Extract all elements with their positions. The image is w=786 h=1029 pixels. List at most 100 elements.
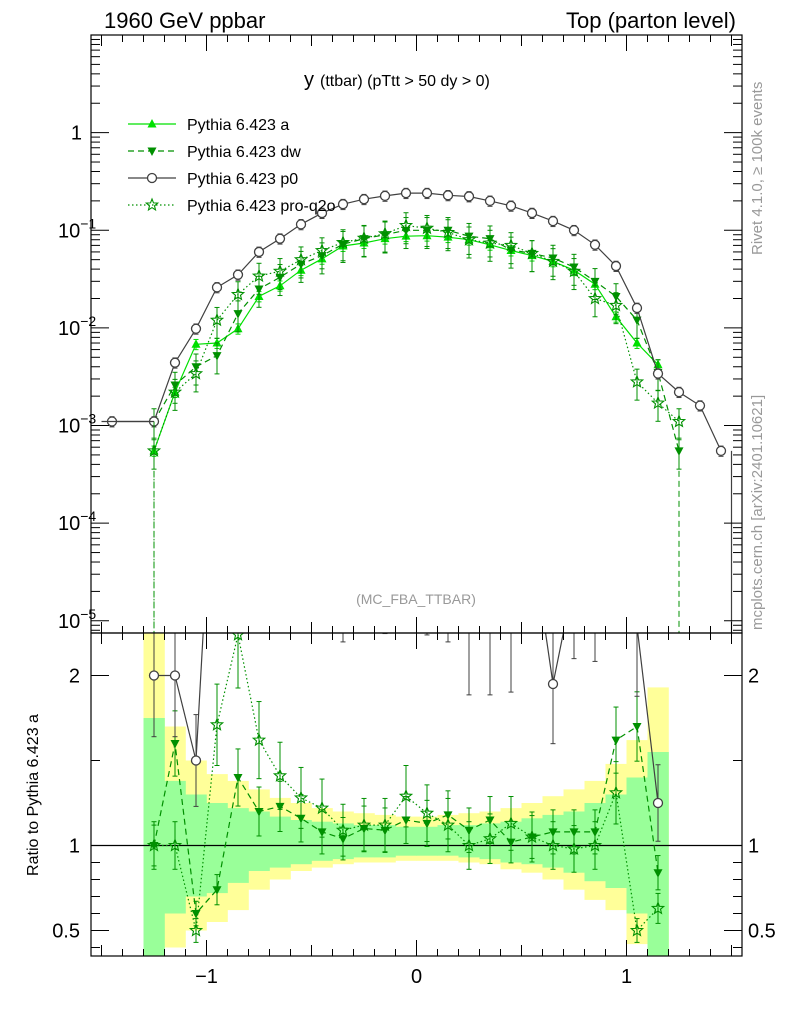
data-point-pro_q2o [545,253,561,268]
data-point-p0 [505,200,517,211]
data-point-p0 [190,755,202,766]
data-point-dw [212,352,222,361]
data-point-p0 [465,620,474,629]
data-point-pro_q2o [314,800,330,815]
data-point-pro_q2o [566,263,582,278]
data-point-p0 [213,382,222,391]
data-point-pro_q2o [272,263,288,278]
data-point-p0 [652,368,664,379]
data-point-pro_q2o [251,732,267,747]
legend-label: Pythia 6.423 a [187,117,289,134]
data-point-pro_q2o [188,366,204,380]
data-point-p0 [484,195,496,207]
legend-marker-a [147,119,157,128]
data-point-p0 [631,302,643,314]
data-point-p0 [694,400,706,411]
data-point-pro_q2o [335,234,351,249]
data-point-p0 [318,511,327,520]
legend-item-a: Pythia 6.423 a [128,117,289,134]
data-point-p0 [547,678,559,690]
x-tick-label: −1 [195,966,218,988]
data-point-p0 [276,494,285,503]
data-point-a [632,338,642,347]
data-point-pro_q2o [440,224,456,239]
x-tick-label: 1 [621,966,632,988]
series-a [149,230,663,457]
ratio-y-tick-label-right: 2 [748,666,759,688]
data-point-p0 [673,386,685,398]
data-point-p0 [232,269,244,280]
data-point-pro_q2o [377,226,393,240]
data-point-p0 [589,239,601,250]
ratio-panel-axes: 0.5 0.5 1 1 2 2 −1 0 1 [52,633,776,988]
series-line-dw [153,229,680,452]
data-point-pro_q2o [146,837,162,852]
data-point-pro_q2o [503,237,519,252]
data-point-pro_q2o [608,297,624,312]
data-point-dw [191,910,201,919]
data-point-dw [254,808,264,817]
data-point-p0 [234,399,243,408]
data-point-pro_q2o [398,217,414,232]
data-point-pro_q2o [524,245,540,260]
legend: Pythia 6.423 a Pythia 6.423 dw Pythia 6.42… [128,117,336,215]
data-point-pro_q2o [419,805,435,820]
legend-item-pro_q2o: Pythia 6.423 pro-q2o [128,197,336,215]
data-point-pro_q2o [629,374,645,388]
data-point-p0 [297,510,306,519]
data-point-pro_q2o [524,829,540,844]
data-point-pro_q2o [419,220,435,235]
series-line-p0 [112,192,722,452]
band-green-bin [206,803,228,894]
data-point-dw [233,774,243,783]
data-point-pro_q2o [650,900,666,915]
series-dw [149,217,684,470]
data-point-pro_q2o [209,717,225,731]
data-point-p0 [169,357,181,368]
data-point-pro_q2o [293,790,309,805]
data-point-pro_q2o [272,768,288,782]
data-point-dw [212,886,222,895]
data-point-p0 [423,547,432,556]
y-tick-exponent: −3 [80,411,96,427]
y-tick-label: 1 [71,123,82,145]
data-point-pro_q2o [587,290,603,305]
legend-marker-dw [147,147,157,156]
data-point-p0 [295,219,307,230]
data-point-p0 [190,323,202,334]
x-tick-label: 0 [411,966,422,988]
data-point-pro_q2o [503,815,519,830]
y-tick-exponent: −1 [80,215,96,231]
data-point-p0 [463,191,475,202]
series-p0 [106,187,727,457]
ratio-uncertainty-bands [143,633,669,956]
ratio-panel-series [91,382,742,943]
y-tick-exponent: −2 [80,313,96,329]
mcplots-source-label: mcplots.cern.ch [arXiv:2401.10621] [749,395,766,630]
data-point-pro_q2o [461,837,477,852]
ratio-y-tick-label-left: 2 [69,666,80,688]
data-point-p0 [507,617,516,626]
data-point-p0 [528,535,537,544]
plot-title-selection: (ttbar) (pTtt > 50 dy > 0) [320,73,490,90]
data-point-pro_q2o [231,633,245,641]
data-point-p0 [526,207,538,219]
data-point-p0 [402,542,411,551]
series-pro_q2o-ratio [146,633,666,943]
data-point-dw [611,736,621,746]
data-point-pro_q2o [461,232,477,246]
data-point-p0 [570,576,579,585]
ratio-y-tick-label-left: 0.5 [52,921,80,943]
header-right-title: Top (parton level) [566,8,736,33]
header-left-title: 1960 GeV ppbar [104,8,265,33]
legend-item-p0: Pythia 6.423 p0 [128,171,298,188]
data-point-pro_q2o [608,785,624,799]
legend-item-dw: Pythia 6.423 dw [128,144,301,161]
data-point-pro_q2o [251,268,267,283]
ratio-y-tick-label-right: 1 [748,836,759,858]
data-point-p0 [652,797,664,809]
data-point-p0 [591,579,600,588]
data-point-p0 [547,215,559,227]
data-point-p0 [211,282,223,293]
data-point-pro_q2o [293,252,309,266]
